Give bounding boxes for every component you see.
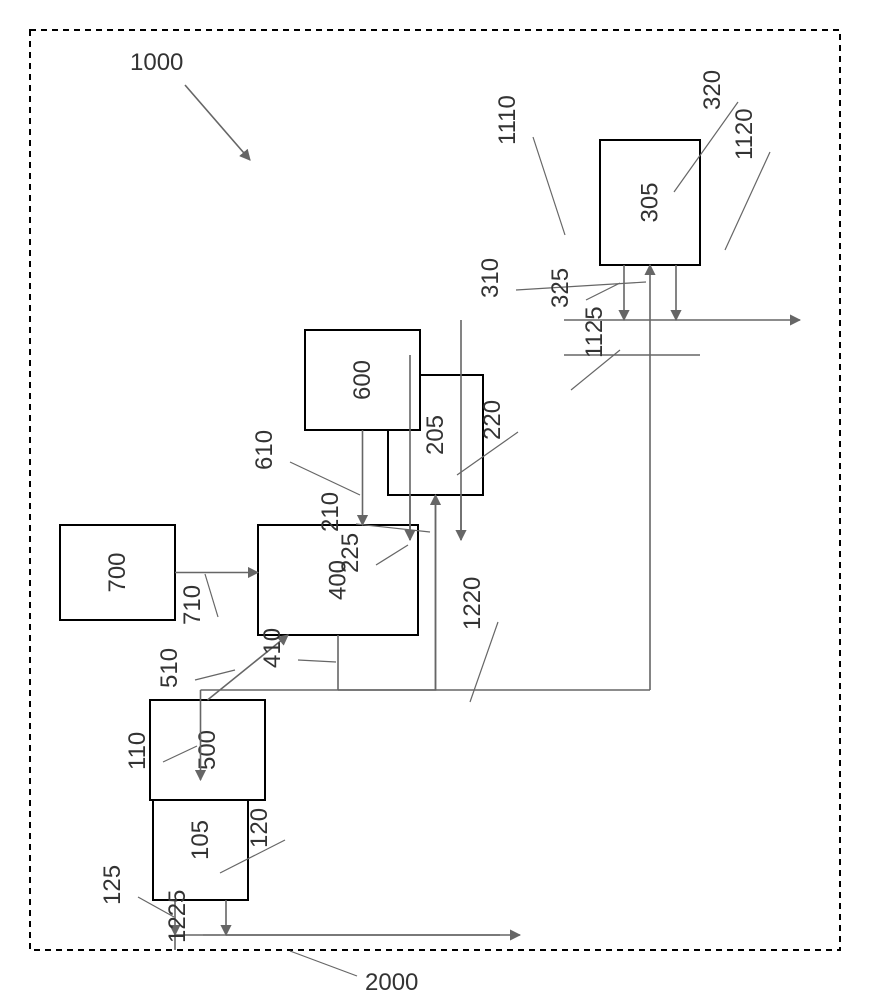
ref-1120: 1120 bbox=[731, 108, 758, 160]
ref-610: 610 bbox=[251, 430, 278, 470]
assembly-label: 1000 bbox=[130, 49, 183, 76]
ref-220: 220 bbox=[479, 400, 506, 440]
ref-1225: 1225 bbox=[164, 890, 191, 943]
ref-510: 510 bbox=[156, 648, 183, 688]
ref-1220: 1220 bbox=[459, 577, 486, 630]
ref-120: 120 bbox=[246, 808, 273, 848]
block-700-label: 700 bbox=[104, 552, 131, 592]
ref-210: 210 bbox=[317, 492, 344, 532]
ref-1110: 1110 bbox=[494, 95, 521, 145]
ref-1125: 1125 bbox=[581, 306, 608, 358]
ref-325: 325 bbox=[547, 268, 574, 308]
ref-110: 110 bbox=[124, 732, 151, 770]
block-105-label: 105 bbox=[187, 820, 214, 860]
ref-410: 410 bbox=[259, 628, 286, 668]
frame-label: 2000 bbox=[365, 969, 418, 996]
ref-225: 225 bbox=[337, 533, 364, 573]
ref-710: 710 bbox=[179, 585, 206, 625]
block-600-label: 600 bbox=[349, 360, 376, 400]
ref-125: 125 bbox=[99, 865, 126, 905]
ref-320: 320 bbox=[699, 70, 726, 110]
ref-310: 310 bbox=[477, 258, 504, 298]
block-500-label: 500 bbox=[194, 730, 221, 770]
block-205-label: 205 bbox=[422, 415, 449, 455]
block-305-label: 305 bbox=[637, 182, 664, 222]
